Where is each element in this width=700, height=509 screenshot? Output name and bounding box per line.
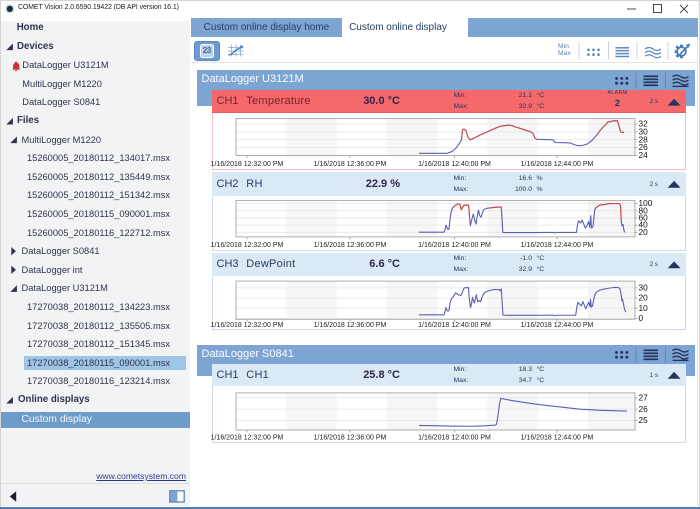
- svg-text:32: 32: [639, 119, 649, 129]
- svg-text:24: 24: [639, 150, 649, 160]
- svg-text:20: 20: [639, 293, 649, 303]
- svg-text:26: 26: [639, 404, 649, 414]
- svg-text:1/16/2018 12:36:00 PM: 1/16/2018 12:36:00 PM: [314, 322, 387, 329]
- svg-text:60: 60: [639, 213, 649, 223]
- svg-text:100: 100: [639, 198, 653, 208]
- svg-text:26: 26: [639, 142, 649, 152]
- svg-text:1/16/2018 12:36:00 PM: 1/16/2018 12:36:00 PM: [314, 242, 387, 249]
- svg-text:20: 20: [639, 227, 649, 237]
- svg-text:1/16/2018 12:40:00 PM: 1/16/2018 12:40:00 PM: [418, 322, 491, 329]
- svg-text:1/16/2018 12:36:00 PM: 1/16/2018 12:36:00 PM: [314, 161, 387, 168]
- svg-text:25: 25: [639, 415, 649, 425]
- svg-text:30: 30: [639, 283, 649, 293]
- svg-text:80: 80: [639, 205, 649, 215]
- svg-text:1/16/2018 12:40:00 PM: 1/16/2018 12:40:00 PM: [418, 242, 491, 249]
- svg-text:27: 27: [639, 393, 649, 403]
- svg-text:1/16/2018 12:32:00 PM: 1/16/2018 12:32:00 PM: [211, 434, 284, 441]
- svg-text:30: 30: [639, 126, 649, 136]
- svg-text:10: 10: [639, 303, 649, 313]
- svg-text:0: 0: [639, 313, 644, 323]
- svg-text:28: 28: [639, 134, 649, 144]
- svg-text:1/16/2018 12:44:00 PM: 1/16/2018 12:44:00 PM: [521, 434, 594, 441]
- svg-text:40: 40: [639, 220, 649, 230]
- svg-text:1/16/2018 12:36:00 PM: 1/16/2018 12:36:00 PM: [314, 434, 387, 441]
- svg-text:1/16/2018 12:44:00 PM: 1/16/2018 12:44:00 PM: [521, 242, 594, 249]
- svg-text:1/16/2018 12:44:00 PM: 1/16/2018 12:44:00 PM: [521, 322, 594, 329]
- svg-text:1/16/2018 12:32:00 PM: 1/16/2018 12:32:00 PM: [211, 242, 284, 249]
- svg-text:1/16/2018 12:44:00 PM: 1/16/2018 12:44:00 PM: [521, 161, 594, 168]
- svg-text:1/16/2018 12:32:00 PM: 1/16/2018 12:32:00 PM: [211, 322, 284, 329]
- svg-text:1/16/2018 12:32:00 PM: 1/16/2018 12:32:00 PM: [211, 161, 284, 168]
- svg-text:1/16/2018 12:40:00 PM: 1/16/2018 12:40:00 PM: [418, 434, 491, 441]
- svg-text:1/16/2018 12:40:00 PM: 1/16/2018 12:40:00 PM: [418, 161, 491, 168]
